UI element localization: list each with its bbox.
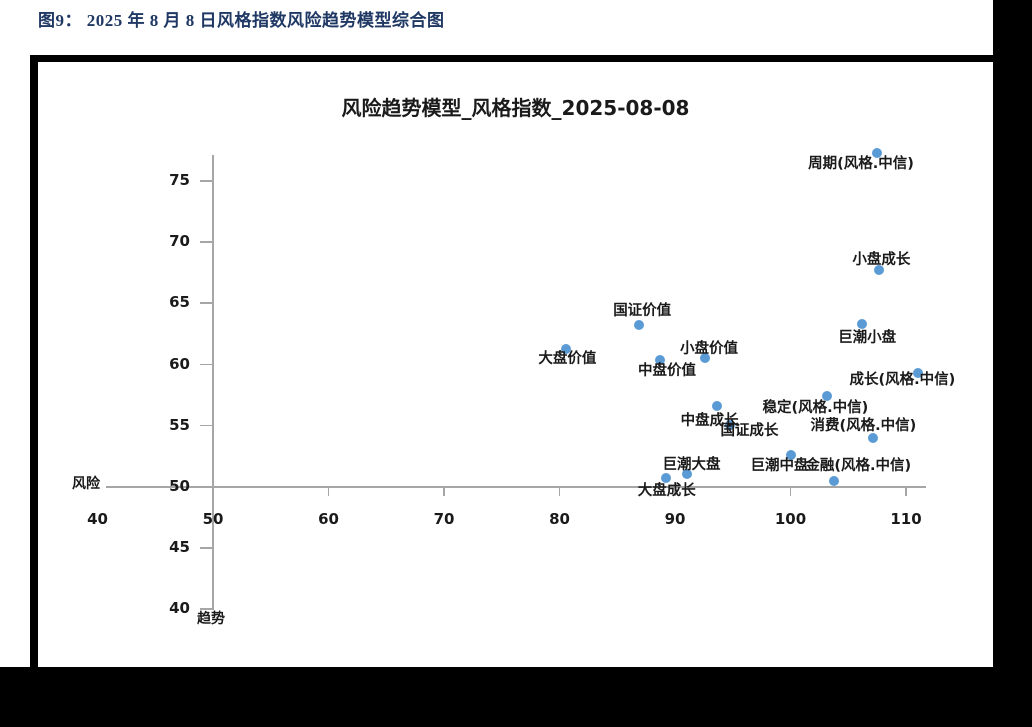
point-label: 国证价值: [613, 303, 672, 320]
y-tick-mark: [200, 547, 212, 549]
y-tick-label: 65: [169, 293, 190, 312]
point-label: 巨潮中盘: [750, 458, 809, 475]
x-tick-label: 90: [664, 510, 686, 528]
y-tick-mark: [200, 608, 212, 610]
scatter-point: [711, 401, 722, 412]
scatter-point: [681, 468, 692, 479]
chart-card: [38, 62, 993, 667]
x-tick-label: 40: [87, 510, 108, 528]
x-tick-mark: [212, 487, 214, 496]
x-tick-label: 80: [549, 510, 570, 528]
point-label: 中盘价值: [637, 362, 696, 379]
scatter-point: [857, 319, 868, 330]
x-axis-title: 趋势: [197, 611, 225, 627]
scatter-point: [872, 147, 883, 158]
x-tick-mark: [674, 487, 676, 496]
scatter-point: [829, 475, 840, 486]
y-tick-mark: [200, 302, 212, 304]
point-label: 成长(风格.中信): [849, 372, 956, 389]
card-border-left: [30, 55, 38, 667]
y-tick-label: 75: [169, 171, 190, 189]
point-label: 中盘成长: [680, 413, 739, 430]
point-label: 大盘成长: [637, 483, 696, 500]
point-label: 周期(风格.中信): [808, 155, 914, 172]
x-tick-mark: [327, 487, 330, 496]
x-tick-label: 110: [890, 510, 922, 528]
y-tick-label: 40: [169, 599, 190, 618]
point-label: 大盘价值: [538, 350, 597, 367]
y-tick-mark: [200, 180, 212, 182]
y-tick-label: 45: [169, 538, 190, 557]
y-tick-label: 50: [169, 477, 190, 495]
scatter-point: [912, 368, 923, 379]
black-strip-right: [993, 0, 1032, 727]
scatter-point: [654, 354, 665, 365]
scatter-point: [700, 353, 711, 364]
y-axis-line: [212, 155, 214, 610]
x-tick-label: 50: [202, 510, 224, 528]
point-label: 巨潮大盘: [662, 456, 721, 473]
y-tick-label: 70: [169, 232, 190, 251]
scatter-point: [874, 265, 885, 276]
black-strip-bottom: [0, 667, 993, 727]
x-axis-line: [106, 486, 926, 488]
scatter-point: [822, 391, 833, 402]
chart-title: 风险趋势模型_风格指数_2025-08-08: [341, 96, 690, 120]
figure-caption: 图9： 2025 年 8 月 8 日风格指数风险趋势模型综合图: [38, 11, 445, 30]
x-tick-label: 100: [774, 510, 807, 528]
card-border-top: [30, 55, 993, 62]
y-tick-label: 55: [169, 415, 190, 434]
scatter-point: [725, 419, 736, 430]
scatter-point: [660, 473, 671, 484]
y-tick-mark: [200, 424, 212, 427]
scatter-point: [634, 320, 645, 331]
x-tick-mark: [789, 487, 792, 496]
y-tick-mark: [200, 241, 212, 243]
point-label: 消费(风格.中信): [810, 418, 917, 435]
point-label: 金融(风格.中信): [805, 457, 912, 474]
point-label: 国证成长: [720, 422, 779, 439]
scatter-point: [867, 433, 878, 444]
point-label: 巨潮小盘: [838, 330, 897, 347]
y-tick-label: 60: [169, 354, 190, 373]
x-tick-mark: [558, 487, 561, 496]
x-tick-label: 70: [433, 510, 455, 528]
y-tick-mark: [200, 486, 212, 488]
scatter-point: [785, 450, 796, 461]
x-tick-label: 60: [318, 510, 339, 528]
point-label: 小盘成长: [852, 252, 911, 269]
y-tick-mark: [200, 363, 212, 366]
y-axis-title: 风险: [72, 476, 100, 492]
point-label: 小盘价值: [680, 341, 739, 358]
point-label: 稳定(风格.中信): [762, 400, 869, 417]
scatter-point: [561, 343, 572, 354]
x-tick-mark: [905, 487, 907, 496]
x-tick-mark: [443, 487, 445, 496]
